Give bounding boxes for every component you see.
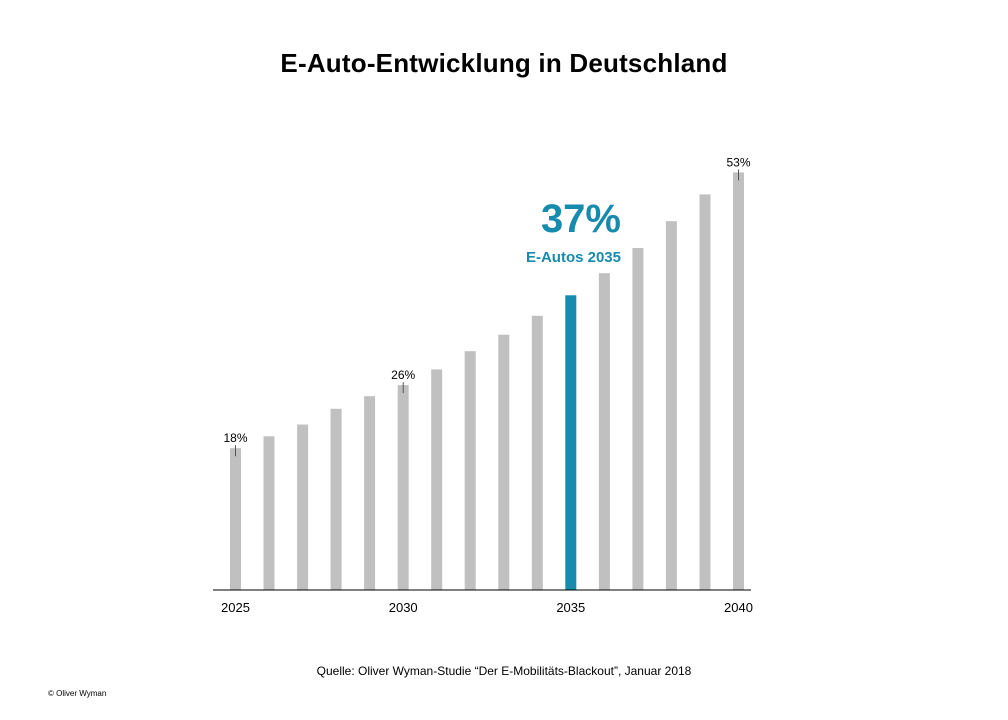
- bar-2037: [632, 248, 644, 590]
- copyright-note: © Oliver Wyman: [48, 689, 107, 698]
- bars-layer: [230, 172, 744, 590]
- bar-2031: [431, 369, 443, 590]
- data-labels-layer: 18% 26% 53%: [223, 155, 750, 445]
- bar-2034: [531, 315, 543, 590]
- highlight-caption-label: E-Autos 2035: [526, 249, 621, 266]
- bar-2026: [263, 436, 275, 590]
- bar-2033: [498, 334, 510, 590]
- bar-2030: [397, 385, 409, 590]
- bar-2029: [364, 396, 376, 590]
- source-note: Quelle: Oliver Wyman-Studie “Der E-Mobil…: [316, 664, 692, 678]
- bar-highlight-2035: [565, 295, 577, 590]
- bar-2027: [297, 424, 309, 590]
- data-label-2040: 53%: [726, 155, 750, 169]
- x-axis-labels-layer: 2025 2030 2035 2040: [221, 600, 753, 615]
- chart-title: E-Auto-Entwicklung in Deutschland: [280, 48, 728, 78]
- bar-2038: [665, 221, 677, 590]
- bar-2032: [464, 351, 476, 590]
- bar-2040: [733, 172, 744, 590]
- data-label-2025: 18%: [223, 431, 247, 445]
- value-ticks-layer: [235, 169, 739, 457]
- data-label-2030: 26%: [391, 368, 415, 382]
- bar-2039: [699, 194, 711, 590]
- x-tick-label-2040: 2040: [724, 600, 753, 615]
- x-tick-label-2035: 2035: [556, 600, 585, 615]
- bar-2028: [330, 408, 342, 590]
- highlight-value-label: 37%: [541, 197, 621, 241]
- x-tick-label-2025: 2025: [221, 600, 250, 615]
- bar-2025: [230, 448, 241, 590]
- bar-2036: [598, 273, 610, 590]
- x-tick-label-2030: 2030: [389, 600, 418, 615]
